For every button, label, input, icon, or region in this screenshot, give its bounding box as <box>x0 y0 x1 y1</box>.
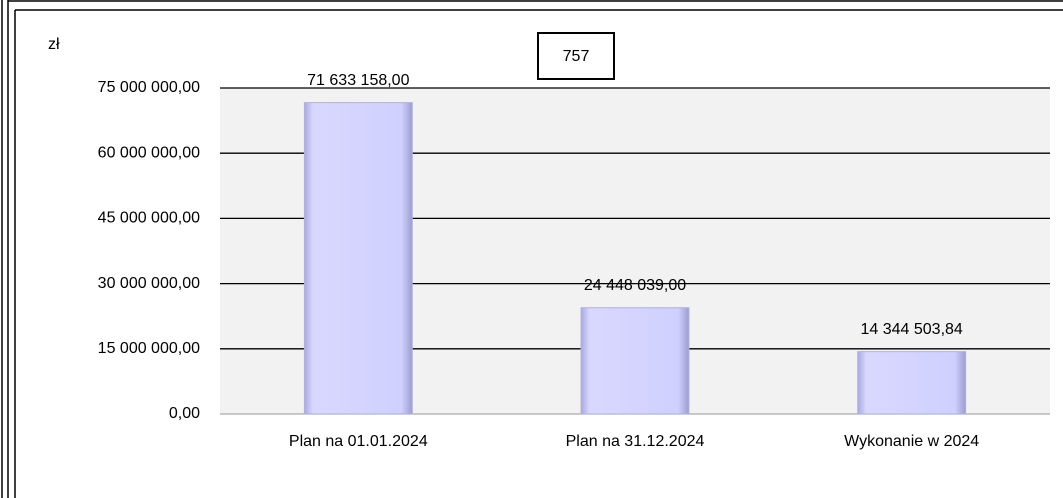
y-tick-label: 60 000 000,00 <box>98 144 200 161</box>
title-box <box>537 32 615 80</box>
y-tick-label: 75 000 000,00 <box>98 79 200 96</box>
y-tick-label: 45 000 000,00 <box>98 210 200 227</box>
bar <box>303 102 413 415</box>
y-unit: zł <box>48 36 60 53</box>
x-tick-label: Wykonanie w 2024 <box>844 433 979 450</box>
y-tick-label: 0,00 <box>169 405 200 422</box>
chart-title: 757 <box>563 48 590 65</box>
y-tick-label: 15 000 000,00 <box>98 340 200 357</box>
data-label: 24 448 039,00 <box>584 277 686 294</box>
x-tick-label: Plan na 01.01.2024 <box>289 433 428 450</box>
data-label: 71 633 158,00 <box>307 72 409 89</box>
x-tick-label: Plan na 31.12.2024 <box>566 433 705 450</box>
data-label: 14 344 503,84 <box>861 321 963 338</box>
bar <box>857 351 967 415</box>
y-tick-label: 30 000 000,00 <box>98 275 200 292</box>
bar <box>580 307 690 415</box>
